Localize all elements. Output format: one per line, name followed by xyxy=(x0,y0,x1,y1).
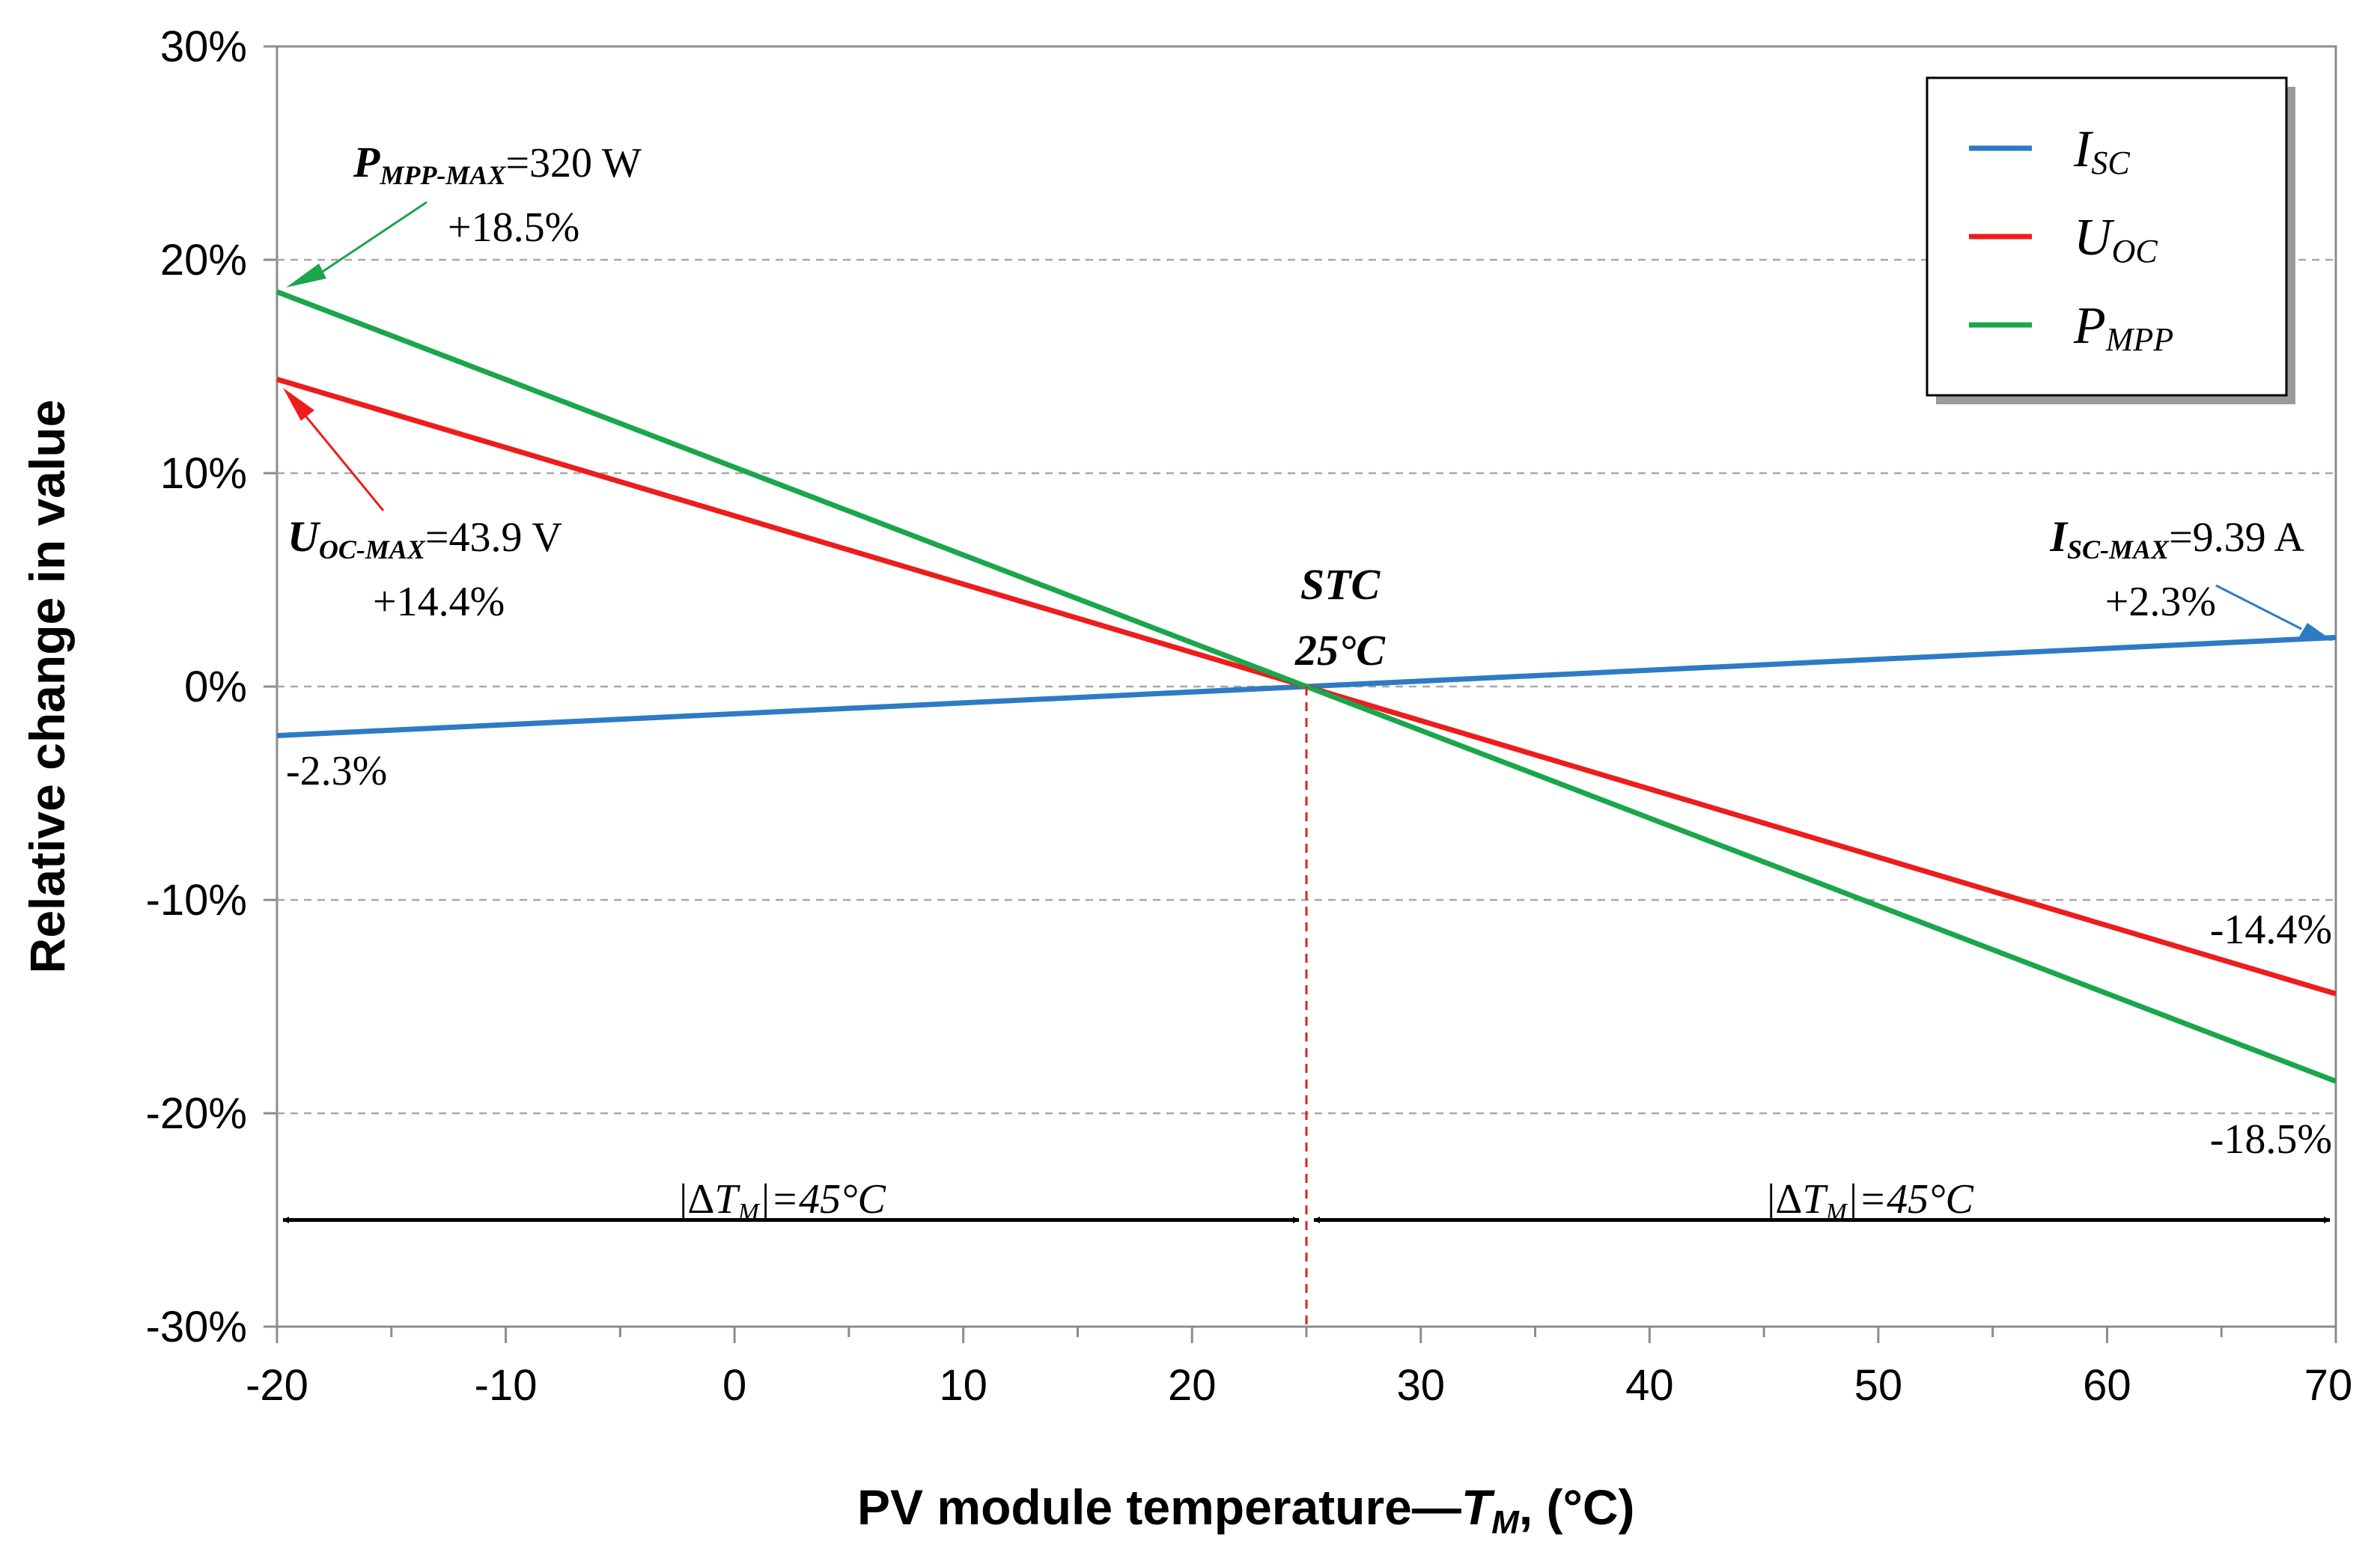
x-tick-label: 70 xyxy=(2304,1361,2353,1410)
x-axis-title-unit: , (°C) xyxy=(1519,1479,1635,1535)
x-tick-label: 0 xyxy=(722,1361,746,1410)
y-tick-label: 0% xyxy=(184,663,247,711)
delta-right-var: T xyxy=(1802,1176,1828,1223)
isc-max-value: =9.39 A xyxy=(2169,514,2304,561)
pmpp-annotation-arrow xyxy=(314,201,427,279)
isc-max-var: I xyxy=(2049,512,2069,561)
delta-left-label: |ΔTM|=45°C xyxy=(679,1176,886,1226)
x-tick-label: 40 xyxy=(1625,1361,1674,1410)
delta-right-pre: |Δ xyxy=(1767,1176,1802,1223)
pmpp-max-sub: MPP-MAX xyxy=(379,160,506,190)
legend-uoc-sub: OC xyxy=(2112,233,2158,270)
y-tick-label: 30% xyxy=(160,22,247,71)
isc-min-pct: -2.3% xyxy=(286,748,387,794)
x-tick-label: -10 xyxy=(475,1361,538,1410)
legend-label-pmpp: PMPP xyxy=(2073,297,2173,358)
delta-right-sub: M xyxy=(1825,1199,1848,1226)
x-axis-title: PV module temperature—TM, (°C) xyxy=(857,1479,1635,1541)
uoc-annotation-arrow xyxy=(299,410,385,511)
legend-isc-sub: SC xyxy=(2091,144,2130,181)
pmpp-max-pct: +18.5% xyxy=(448,204,579,251)
legend-pmpp-var: P xyxy=(2073,297,2106,355)
legend-label-uoc: UOC xyxy=(2074,209,2158,270)
x-tick-label: 10 xyxy=(939,1361,987,1410)
pmpp-max-label: PMPP-MAX=320 W xyxy=(353,138,642,190)
pmpp-max-var: P xyxy=(353,138,380,186)
x-axis-title-var: T xyxy=(1461,1479,1495,1535)
y-tick-label: -10% xyxy=(146,876,247,925)
x-tick-label: 30 xyxy=(1397,1361,1446,1410)
legend: ISC UOC PMPP xyxy=(1926,76,2295,404)
legend-label-isc: ISC xyxy=(2073,121,2130,181)
uoc-max-pct: +14.4% xyxy=(373,579,505,625)
x-axis-title-text: PV module temperature— xyxy=(857,1479,1461,1535)
y-tick-label: -20% xyxy=(146,1089,247,1138)
x-tick-label: 60 xyxy=(2083,1361,2131,1410)
delta-left-post: |=45°C xyxy=(759,1176,886,1223)
pmpp-min-pct: -18.5% xyxy=(2210,1116,2332,1163)
stc-label-line1: STC xyxy=(1300,560,1381,609)
y-axis-labels: 30% 20% 10% 0% -10% -20% -30% xyxy=(146,22,247,1351)
uoc-max-label: UOC-MAX=43.9 V xyxy=(287,512,562,565)
stc-label-line2: 25°C xyxy=(1294,626,1386,675)
isc-arrowhead xyxy=(2298,623,2333,641)
delta-left-var: T xyxy=(714,1176,740,1223)
uoc-max-var: U xyxy=(287,512,321,561)
isc-max-sub: SC-MAX xyxy=(2067,535,2170,565)
x-axis-title-sub: M xyxy=(1491,1504,1520,1541)
uoc-max-value: =43.9 V xyxy=(425,514,562,561)
y-tick-label: 20% xyxy=(160,236,247,284)
x-tick-label: 50 xyxy=(1854,1361,1903,1410)
x-tick-label: -20 xyxy=(246,1361,308,1410)
isc-max-pct: +2.3% xyxy=(2105,579,2216,625)
delta-right-post: |=45°C xyxy=(1847,1176,1974,1223)
delta-left-pre: |Δ xyxy=(679,1176,714,1223)
delta-left-sub: M xyxy=(737,1199,761,1226)
x-tick-label: 20 xyxy=(1168,1361,1217,1410)
x-axis-labels: -20 -10 0 10 20 30 40 50 60 70 xyxy=(246,1361,2352,1410)
pmpp-arrowhead xyxy=(286,264,326,287)
uoc-max-sub: OC-MAX xyxy=(319,535,426,565)
y-axis-title: Relative change in value xyxy=(19,400,75,974)
legend-uoc-var: U xyxy=(2074,209,2115,267)
y-tick-label: 10% xyxy=(160,449,247,498)
uoc-min-pct: -14.4% xyxy=(2210,907,2332,953)
delta-right-label: |ΔTM|=45°C xyxy=(1767,1176,1973,1226)
axis-ticks xyxy=(264,45,2337,1343)
isc-annotation-arrow xyxy=(2215,584,2302,630)
pmpp-max-value: =320 W xyxy=(505,140,642,186)
legend-isc-var: I xyxy=(2073,121,2094,178)
uoc-arrowhead xyxy=(283,388,314,421)
y-tick-label: -30% xyxy=(146,1303,247,1351)
legend-pmpp-sub: MPP xyxy=(2105,321,2173,358)
isc-max-label: ISC-MAX=9.39 A xyxy=(2049,512,2304,565)
